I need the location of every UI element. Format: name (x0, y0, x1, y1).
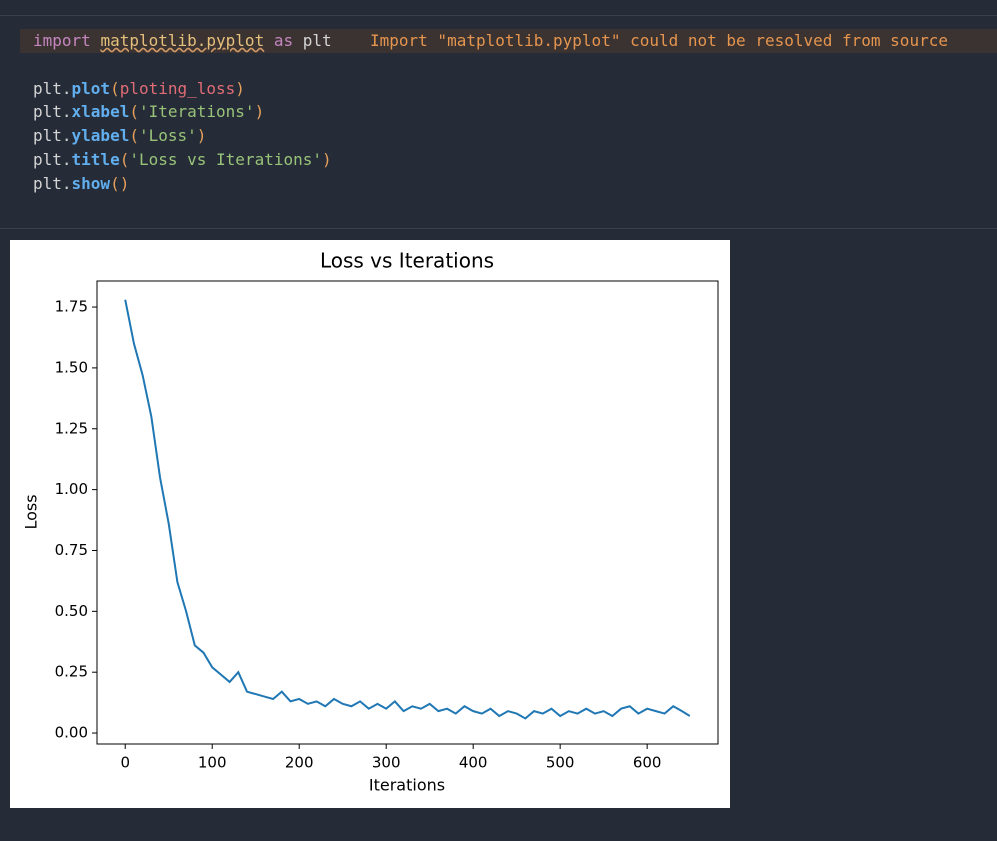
cell-border (0, 228, 997, 229)
loss-line (124, 299, 691, 720)
paren: ) (322, 150, 332, 169)
chart: Loss vs Iterations Iterations Loss 0 100 2… (10, 240, 730, 808)
x-tick-label: 500 (546, 754, 575, 772)
arg: 'Loss' (138, 126, 197, 145)
paren: ) (254, 102, 265, 121)
func: ylabel (71, 126, 130, 145)
y-tick-label: 1.25 (55, 419, 88, 437)
code-line: import matplotlib.pyplot as plt (33, 29, 332, 53)
arg: 'Loss vs Iterations' (129, 150, 322, 169)
paren: ( (129, 126, 139, 145)
keyword: as (273, 31, 294, 50)
chart-title: Loss vs Iterations (320, 249, 494, 273)
x-tick-label: 600 (633, 754, 662, 772)
obj: plt. (33, 79, 72, 98)
code-line: plt.title('Loss vs Iterations') (33, 148, 332, 172)
func: title (71, 150, 120, 169)
y-tick-label: 0.00 (55, 724, 88, 742)
arg: 'Iterations' (138, 102, 255, 121)
x-tick-label: 300 (372, 754, 401, 772)
x-tick-label: 0 (120, 754, 130, 772)
y-tick-label: 0.25 (55, 663, 88, 681)
paren: ) (196, 126, 207, 145)
keyword: import (33, 31, 91, 50)
module: matplotlib.pyplot (100, 31, 265, 50)
y-tick-label: 0.75 (55, 541, 88, 559)
x-axis-label: Iterations (369, 776, 445, 795)
arg: ploting_loss (119, 79, 236, 98)
y-tick-label: 1.50 (55, 358, 88, 376)
obj: plt. (33, 150, 72, 169)
y-tick-label: 1.00 (55, 480, 88, 498)
code-line: plt.show() (33, 172, 129, 196)
warning-highlight (20, 29, 997, 53)
paren: ( (110, 79, 120, 98)
code-line: plt.plot(ploting_loss) (33, 77, 245, 101)
plot-frame (96, 280, 719, 745)
code-line: plt.xlabel('Iterations') (33, 100, 264, 124)
obj: plt. (33, 174, 72, 193)
func: xlabel (71, 102, 130, 121)
y-tick-label: 1.75 (55, 298, 88, 316)
paren: ( (119, 150, 130, 169)
func: plot (71, 79, 111, 98)
y-axis-label: Loss (22, 494, 41, 529)
paren: ) (235, 79, 245, 98)
top-border (0, 15, 997, 16)
warning-text: Import "matplotlib.pyplot" could not be … (370, 31, 948, 50)
func: show (71, 174, 111, 193)
obj: plt. (33, 126, 72, 145)
y-tick-label: 0.50 (55, 602, 88, 620)
alias: plt (302, 31, 332, 50)
x-tick-label: 400 (459, 754, 488, 772)
x-tick-label: 200 (285, 754, 314, 772)
code-line: plt.ylabel('Loss') (33, 124, 206, 148)
paren: ( (129, 102, 139, 121)
obj: plt. (33, 102, 72, 121)
x-tick-label: 100 (198, 754, 227, 772)
paren: () (110, 174, 130, 193)
